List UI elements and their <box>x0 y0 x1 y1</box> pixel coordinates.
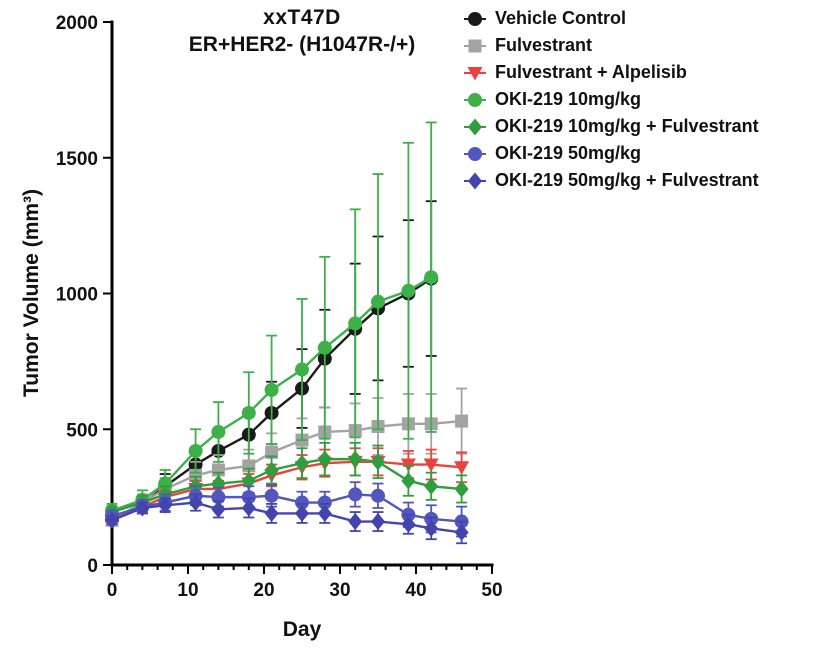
legend-label: Vehicle Control <box>495 8 627 28</box>
y-tick-label: 1500 <box>56 149 98 170</box>
legend-item-oki-219-10mg-kg: OKI-219 10mg/kg <box>462 86 759 113</box>
diamond-marker-icon <box>464 118 486 135</box>
legend-label: OKI-219 10mg/kg <box>495 89 642 109</box>
diamond-marker-icon <box>464 172 486 189</box>
circle-marker-icon <box>464 146 486 161</box>
legend-item-oki-219-50mg-kg: OKI-219 50mg/kg <box>462 140 759 167</box>
legend-item-fulvestrant: Fulvestrant <box>462 32 759 59</box>
x-tick-label: 10 <box>177 580 198 601</box>
legend-label: Fulvestrant + Alpelisib <box>495 62 687 82</box>
x-tick-label: 20 <box>253 580 274 601</box>
legend-item-fulvestrant-alpelisib: Fulvestrant + Alpelisib <box>462 59 759 86</box>
x-tick-label: 40 <box>405 580 426 601</box>
x-tick-label: 50 <box>481 580 502 601</box>
y-axis-label: Tumor Volume (mm³) <box>20 188 43 398</box>
series-oki-219-50mg-kg-fulvestrant <box>105 493 469 545</box>
circle-marker-icon <box>464 92 486 107</box>
x-tick-label: 30 <box>329 580 350 601</box>
legend-label: Fulvestrant <box>495 35 593 55</box>
legend-item-oki-219-50mg-kg-fulvestrant: OKI-219 50mg/kg + Fulvestrant <box>462 167 759 194</box>
circle-marker-icon <box>464 11 486 26</box>
series-oki-219-10mg-kg <box>105 121 439 519</box>
chart-subtitle: ER+HER2- (H1047R-/+) <box>188 33 416 56</box>
legend-item-vehicle-control: Vehicle Control <box>462 5 759 32</box>
triangle-down-marker-icon <box>464 66 486 80</box>
y-tick-label: 0 <box>87 556 98 577</box>
x-tick-label: 0 <box>107 580 118 601</box>
y-tick-label: 2000 <box>56 13 98 34</box>
y-tick-label: 1000 <box>56 285 98 306</box>
y-tick-label: 500 <box>66 420 98 441</box>
legend-label: OKI-219 50mg/kg + Fulvestrant <box>495 170 759 190</box>
x-axis-label: Day <box>282 618 322 641</box>
legend: Vehicle Control Fulvestrant Fulvestrant + … <box>462 5 759 194</box>
axis-ticks <box>103 21 493 574</box>
legend-label: OKI-219 50mg/kg <box>495 143 642 163</box>
legend-item-oki-219-10mg-kg-fulvestrant: OKI-219 10mg/kg + Fulvestrant <box>462 113 759 140</box>
square-marker-icon <box>464 39 486 52</box>
chart-title: xxT47D <box>263 6 341 29</box>
legend-label: OKI-219 10mg/kg + Fulvestrant <box>495 116 759 136</box>
